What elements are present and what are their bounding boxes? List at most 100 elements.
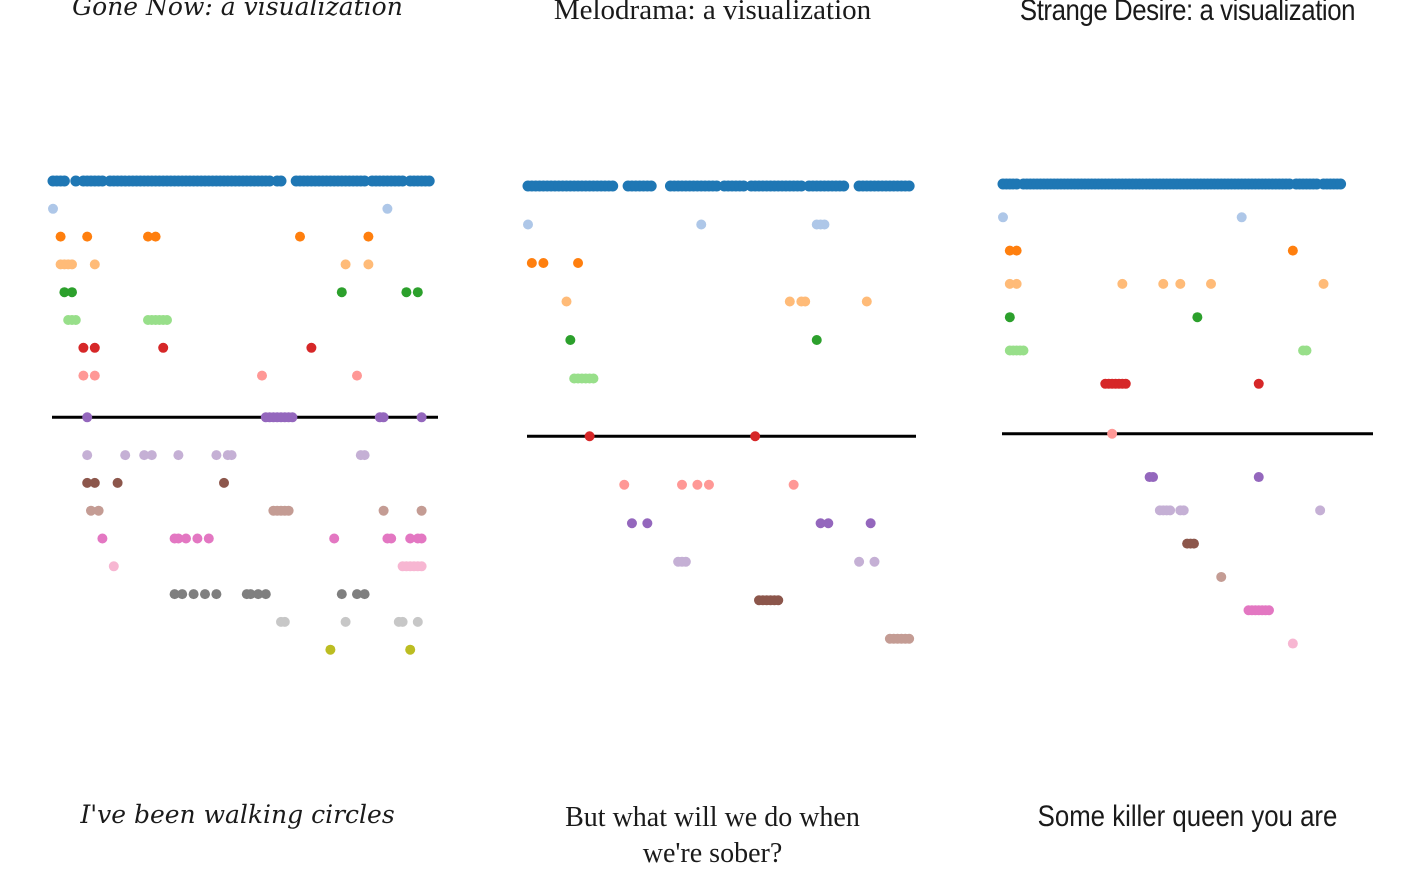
data-point (626, 518, 637, 529)
dot-row (47, 175, 435, 187)
data-point (854, 556, 865, 567)
dot-row (626, 518, 876, 529)
dot-plot-gone-now (47, 175, 438, 655)
data-point (811, 335, 822, 345)
data-point (1263, 605, 1274, 616)
data-point (378, 505, 389, 516)
data-point (260, 589, 271, 600)
data-point (538, 258, 549, 268)
dot-row (526, 258, 584, 268)
data-point (70, 315, 81, 325)
data-point (139, 450, 150, 461)
data-point (1178, 505, 1189, 516)
data-point (283, 505, 294, 516)
data-point (642, 518, 653, 529)
data-point (1253, 472, 1264, 483)
dot-row (1107, 428, 1118, 439)
dot-plot-melodrama (522, 180, 916, 644)
data-point (1206, 278, 1217, 289)
data-point (120, 450, 131, 461)
dot-row (1144, 472, 1264, 483)
dot-row (998, 212, 1247, 223)
data-point (295, 231, 305, 242)
data-point (162, 315, 172, 325)
panel-title: Strange Desire: a visualization (1019, 0, 1356, 27)
data-point (359, 175, 371, 187)
dot-row (1004, 312, 1203, 323)
data-point (1018, 345, 1029, 356)
dot-row (276, 616, 423, 627)
data-point (58, 175, 70, 187)
data-point (82, 450, 93, 461)
data-point (177, 589, 188, 600)
dot-row (1154, 505, 1326, 516)
data-point (1165, 505, 1176, 516)
data-point (211, 589, 222, 600)
data-point (573, 258, 584, 268)
data-point (397, 616, 408, 627)
data-point (405, 644, 416, 655)
data-point (200, 589, 210, 600)
data-point (181, 533, 191, 544)
dot-row (325, 644, 416, 655)
data-point (67, 259, 77, 270)
data-point (738, 180, 750, 192)
data-point (82, 231, 93, 242)
data-point (78, 342, 89, 353)
dot-row (1004, 345, 1312, 356)
data-point (416, 561, 427, 572)
data-point (55, 231, 66, 242)
data-point (1120, 378, 1131, 389)
data-point (1148, 472, 1159, 483)
data-point (143, 231, 153, 242)
data-point (607, 180, 619, 192)
data-point (401, 287, 412, 298)
data-point (696, 219, 707, 230)
data-point (423, 175, 435, 187)
data-point (203, 533, 214, 544)
data-point (173, 533, 184, 544)
data-point (173, 450, 184, 461)
data-point (1117, 278, 1128, 289)
dot-row (82, 450, 370, 461)
data-point (192, 533, 203, 544)
data-point (1236, 212, 1247, 223)
data-point (815, 518, 826, 529)
data-point (904, 633, 915, 644)
data-point (89, 370, 100, 381)
data-point (96, 175, 108, 187)
data-point (692, 479, 703, 490)
dot-row (97, 533, 427, 544)
data-point (89, 259, 100, 270)
dot-row (63, 315, 172, 325)
dot-row (673, 556, 880, 567)
data-point (788, 479, 799, 490)
data-point (773, 595, 784, 606)
data-point (378, 412, 389, 423)
panel-title: Melodrama: a visualization (553, 0, 872, 26)
data-point (711, 180, 723, 192)
panel-caption: I've been walking circles (80, 800, 395, 829)
dot-row (1004, 245, 1298, 256)
data-point (146, 450, 157, 461)
data-point (340, 259, 351, 270)
data-point (412, 287, 423, 298)
data-point (275, 175, 287, 187)
dot-row (523, 219, 830, 230)
data-point (565, 335, 576, 345)
data-point (784, 296, 795, 307)
data-point (800, 296, 811, 307)
dot-row (169, 589, 370, 600)
data-point (416, 505, 427, 516)
data-point (287, 412, 298, 423)
data-point (59, 287, 70, 298)
dot-row (754, 595, 784, 606)
data-point (1253, 378, 1264, 389)
data-point (48, 203, 58, 214)
panel-strange-desire: Strange Desire: a visualization Some kil… (950, 0, 1425, 889)
data-point (416, 412, 427, 423)
panel-caption: But what will we do when we're sober? (565, 802, 860, 869)
dot-row (561, 296, 872, 307)
data-point (82, 477, 93, 488)
data-point (1301, 345, 1312, 356)
